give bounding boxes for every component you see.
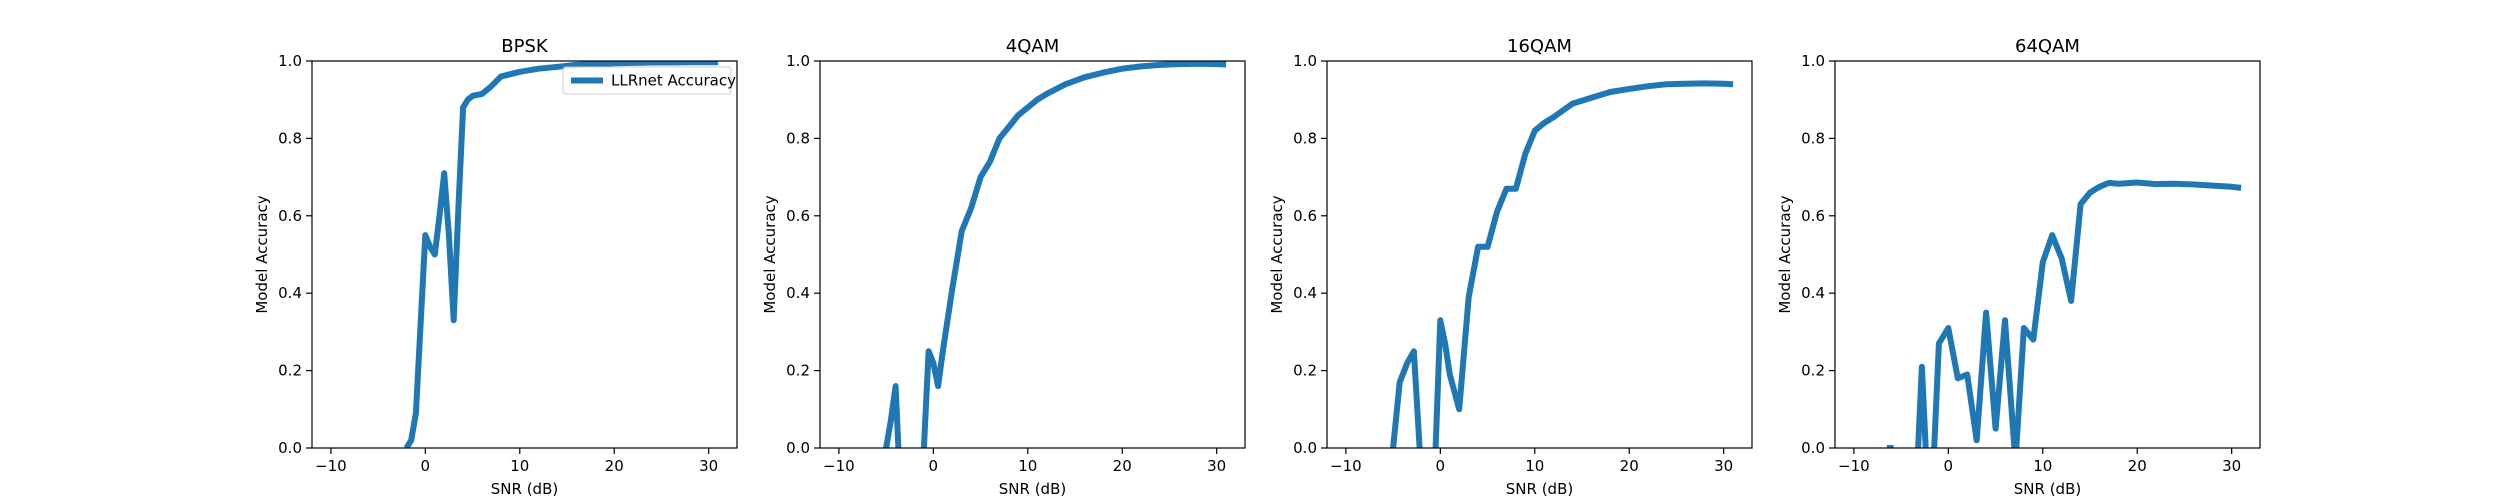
chart-3-xtick-label-1: 0 <box>1944 457 1954 475</box>
chart-1-axes-frame <box>819 60 1246 449</box>
chart-0-xtick-label-0: −10 <box>315 457 347 475</box>
chart-0-ytick-label-0: 0.0 <box>278 439 302 457</box>
chart-1-xtick-label-0: −10 <box>823 457 855 475</box>
chart-3-xtick-label-0: −10 <box>1838 457 1870 475</box>
chart-3-series-line-0-2 <box>1931 309 2018 448</box>
chart-2-title: 16QAM <box>1507 36 1572 57</box>
chart-1-xtick-label-2: 10 <box>1018 457 1037 475</box>
chart-3-series-line-0-3 <box>2013 179 2242 448</box>
chart-1-xtick-label-1: 0 <box>929 457 939 475</box>
chart-2-series-line-0-0 <box>1390 348 1423 448</box>
chart-0-ytick-label-1: 0.2 <box>278 362 302 380</box>
chart-0-legend-label-0: LLRnet Accuracy <box>611 72 736 90</box>
chart-0-ytick-label-2: 0.4 <box>278 284 302 302</box>
chart-3-ytick-label-1: 0.2 <box>1801 362 1825 380</box>
chart-1-ytick-label-3: 0.6 <box>786 207 810 225</box>
chart-3-ytick-label-3: 0.6 <box>1801 207 1825 225</box>
chart-3-ytick-label-0: 0.0 <box>1801 439 1825 457</box>
chart-0-xtick-label-1: 0 <box>421 457 431 475</box>
chart-1-ytick-label-1: 0.2 <box>786 362 810 380</box>
chart-0-ytick-label-4: 0.8 <box>278 129 302 147</box>
chart-1-ytick-label-0: 0.0 <box>786 439 810 457</box>
chart-2-ytick-label-4: 0.8 <box>1293 129 1317 147</box>
chart-2-xlabel: SNR (dB) <box>1506 480 1573 498</box>
chart-2-xtick-label-3: 20 <box>1620 457 1639 475</box>
chart-2-ytick-label-0: 0.0 <box>1293 439 1317 457</box>
chart-1-ytick-label-4: 0.8 <box>786 129 810 147</box>
chart-0-ytick-label-3: 0.6 <box>278 207 302 225</box>
chart-3-xlabel: SNR (dB) <box>2014 480 2081 498</box>
chart-2-xtick-label-4: 30 <box>1714 457 1733 475</box>
chart-1-ytick-label-5: 1.0 <box>786 52 810 70</box>
chart-1-title: 4QAM <box>1006 36 1059 57</box>
chart-1-ylabel: Model Accuracy <box>761 195 779 313</box>
chart-3-ylabel: Model Accuracy <box>1776 195 1794 313</box>
chart-0-xlabel: SNR (dB) <box>491 480 558 498</box>
chart-0-ytick-label-5: 1.0 <box>278 52 302 70</box>
chart-3-xtick-label-2: 10 <box>2033 457 2052 475</box>
chart-3-xtick-label-4: 30 <box>2222 457 2241 475</box>
chart-2-xtick-label-0: −10 <box>1330 457 1362 475</box>
chart-1-series-line-0-1 <box>920 61 1227 448</box>
chart-3-axes-frame <box>1834 60 2261 449</box>
chart-2-xtick-label-2: 10 <box>1525 457 1544 475</box>
chart-3-ytick-label-5: 1.0 <box>1801 52 1825 70</box>
chart-2-ytick-label-3: 0.6 <box>1293 207 1317 225</box>
chart-0-xtick-label-3: 20 <box>605 457 624 475</box>
chart-1-ytick-label-2: 0.4 <box>786 284 810 302</box>
chart-2-ytick-label-5: 1.0 <box>1293 52 1317 70</box>
chart-0-xtick-label-2: 10 <box>510 457 529 475</box>
chart-3-ytick-label-2: 0.4 <box>1801 284 1825 302</box>
chart-1-xlabel: SNR (dB) <box>999 480 1066 498</box>
chart-3-xtick-label-3: 20 <box>2128 457 2147 475</box>
chart-1-xtick-label-4: 30 <box>1207 457 1226 475</box>
chart-2-ytick-label-1: 0.2 <box>1293 362 1317 380</box>
chart-0-series-line-0-0 <box>403 61 719 448</box>
chart-3-ytick-label-4: 0.8 <box>1801 129 1825 147</box>
chart-2-ylabel: Model Accuracy <box>1268 195 1286 313</box>
chart-2-xtick-label-1: 0 <box>1436 457 1446 475</box>
chart-1-series-line-0-0 <box>883 383 902 448</box>
chart-3-series-line-0-1 <box>1915 363 1929 448</box>
chart-0-xtick-label-4: 30 <box>699 457 718 475</box>
chart-3-title: 64QAM <box>2015 36 2080 57</box>
chart-2-axes-frame <box>1326 60 1753 449</box>
chart-0-axes-frame <box>311 60 738 449</box>
chart-2-series-line-0-1 <box>1432 80 1734 448</box>
chart-1-xtick-label-3: 20 <box>1113 457 1132 475</box>
chart-0-ylabel: Model Accuracy <box>253 195 271 313</box>
chart-0-legend-box <box>562 66 732 95</box>
chart-0-title: BPSK <box>501 36 549 57</box>
chart-2-ytick-label-2: 0.4 <box>1293 284 1317 302</box>
